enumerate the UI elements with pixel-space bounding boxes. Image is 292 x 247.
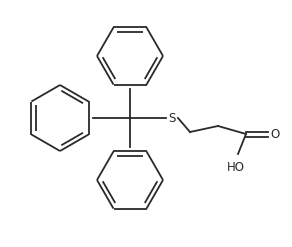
Text: S: S	[168, 111, 176, 124]
Text: HO: HO	[227, 161, 245, 174]
Text: O: O	[270, 127, 280, 141]
